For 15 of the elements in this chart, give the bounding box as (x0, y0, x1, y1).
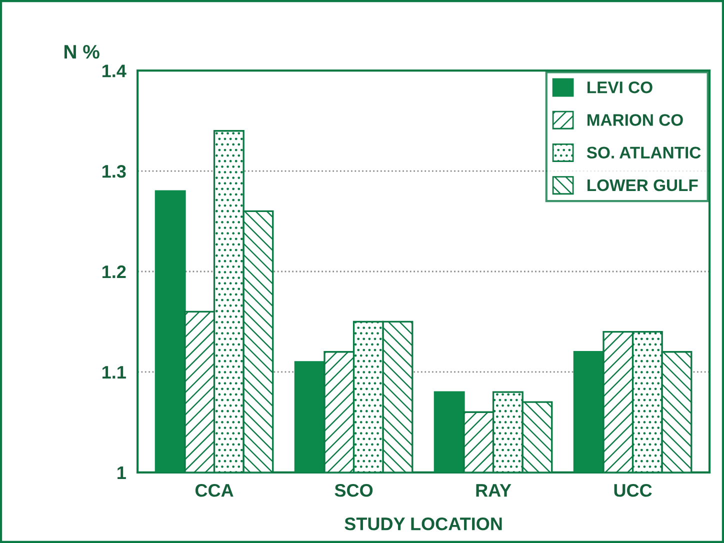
legend-label: MARION CO (588, 114, 683, 126)
y-axis-title: N % (64, 44, 100, 59)
x-tick-label: CCA (195, 484, 234, 497)
y-tick-label: 1.4 (102, 64, 126, 78)
x-tick-label: SCO (334, 484, 373, 497)
legend-label: SO. ATLANTIC (586, 146, 701, 159)
y-tick-label: 1.2 (102, 265, 126, 278)
y-tick-label: 1.3 (102, 164, 126, 178)
x-tick-label: RAY (476, 484, 512, 497)
x-axis-title: STUDY LOCATION (344, 517, 502, 530)
legend-label: LOWER GULF (588, 179, 698, 192)
y-tick-label: 1 (118, 466, 126, 479)
legend-label: LEVI CO (588, 81, 652, 94)
x-tick-label: UCC (614, 484, 652, 497)
y-tick-label: 1.1 (102, 366, 126, 378)
